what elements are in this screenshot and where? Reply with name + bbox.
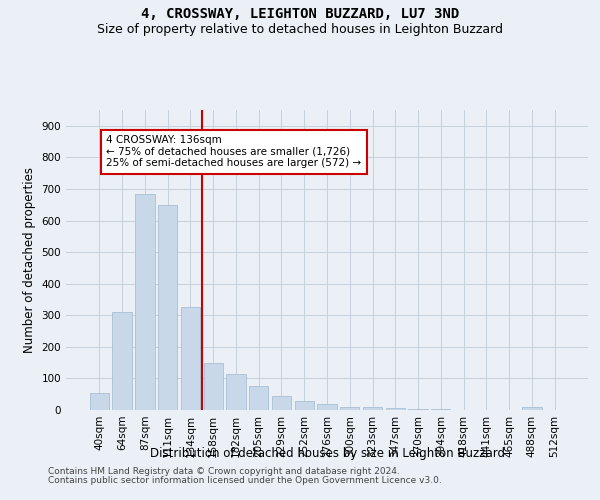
Bar: [226, 374, 245, 410]
Bar: [203, 362, 223, 410]
Text: 4 CROSSWAY: 136sqm
← 75% of detached houses are smaller (1,726)
25% of semi-deta: 4 CROSSWAY: 136sqm ← 75% of detached hou…: [106, 136, 361, 168]
Bar: [363, 408, 382, 410]
Bar: [181, 308, 200, 410]
Bar: [158, 204, 178, 410]
Bar: [90, 392, 109, 410]
Text: Distribution of detached houses by size in Leighton Buzzard: Distribution of detached houses by size …: [149, 448, 505, 460]
Text: Contains HM Land Registry data © Crown copyright and database right 2024.: Contains HM Land Registry data © Crown c…: [48, 467, 400, 476]
Bar: [135, 194, 155, 410]
Text: 4, CROSSWAY, LEIGHTON BUZZARD, LU7 3ND: 4, CROSSWAY, LEIGHTON BUZZARD, LU7 3ND: [141, 8, 459, 22]
Text: Size of property relative to detached houses in Leighton Buzzard: Size of property relative to detached ho…: [97, 22, 503, 36]
Y-axis label: Number of detached properties: Number of detached properties: [23, 167, 36, 353]
Bar: [522, 407, 542, 410]
Bar: [409, 409, 428, 410]
Bar: [112, 312, 132, 410]
Bar: [340, 407, 359, 410]
Bar: [249, 386, 268, 410]
Text: Contains public sector information licensed under the Open Government Licence v3: Contains public sector information licen…: [48, 476, 442, 485]
Bar: [272, 396, 291, 410]
Bar: [386, 408, 405, 410]
Bar: [317, 404, 337, 410]
Bar: [295, 400, 314, 410]
